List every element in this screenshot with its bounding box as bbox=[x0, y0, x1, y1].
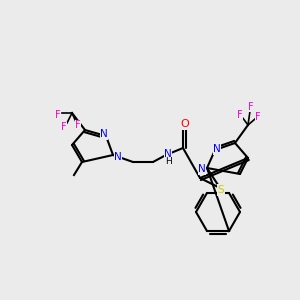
Text: O: O bbox=[181, 119, 189, 129]
Text: F: F bbox=[255, 112, 261, 122]
Text: F: F bbox=[75, 120, 81, 130]
Text: F: F bbox=[55, 110, 61, 120]
Text: S: S bbox=[218, 185, 224, 195]
Text: N: N bbox=[198, 164, 206, 174]
Text: F: F bbox=[248, 102, 254, 112]
Text: H: H bbox=[166, 158, 172, 166]
Text: F: F bbox=[237, 110, 243, 120]
Text: N: N bbox=[164, 149, 172, 159]
Text: N: N bbox=[100, 129, 108, 139]
Text: N: N bbox=[213, 144, 221, 154]
Text: N: N bbox=[114, 152, 122, 162]
Text: F: F bbox=[61, 122, 67, 132]
